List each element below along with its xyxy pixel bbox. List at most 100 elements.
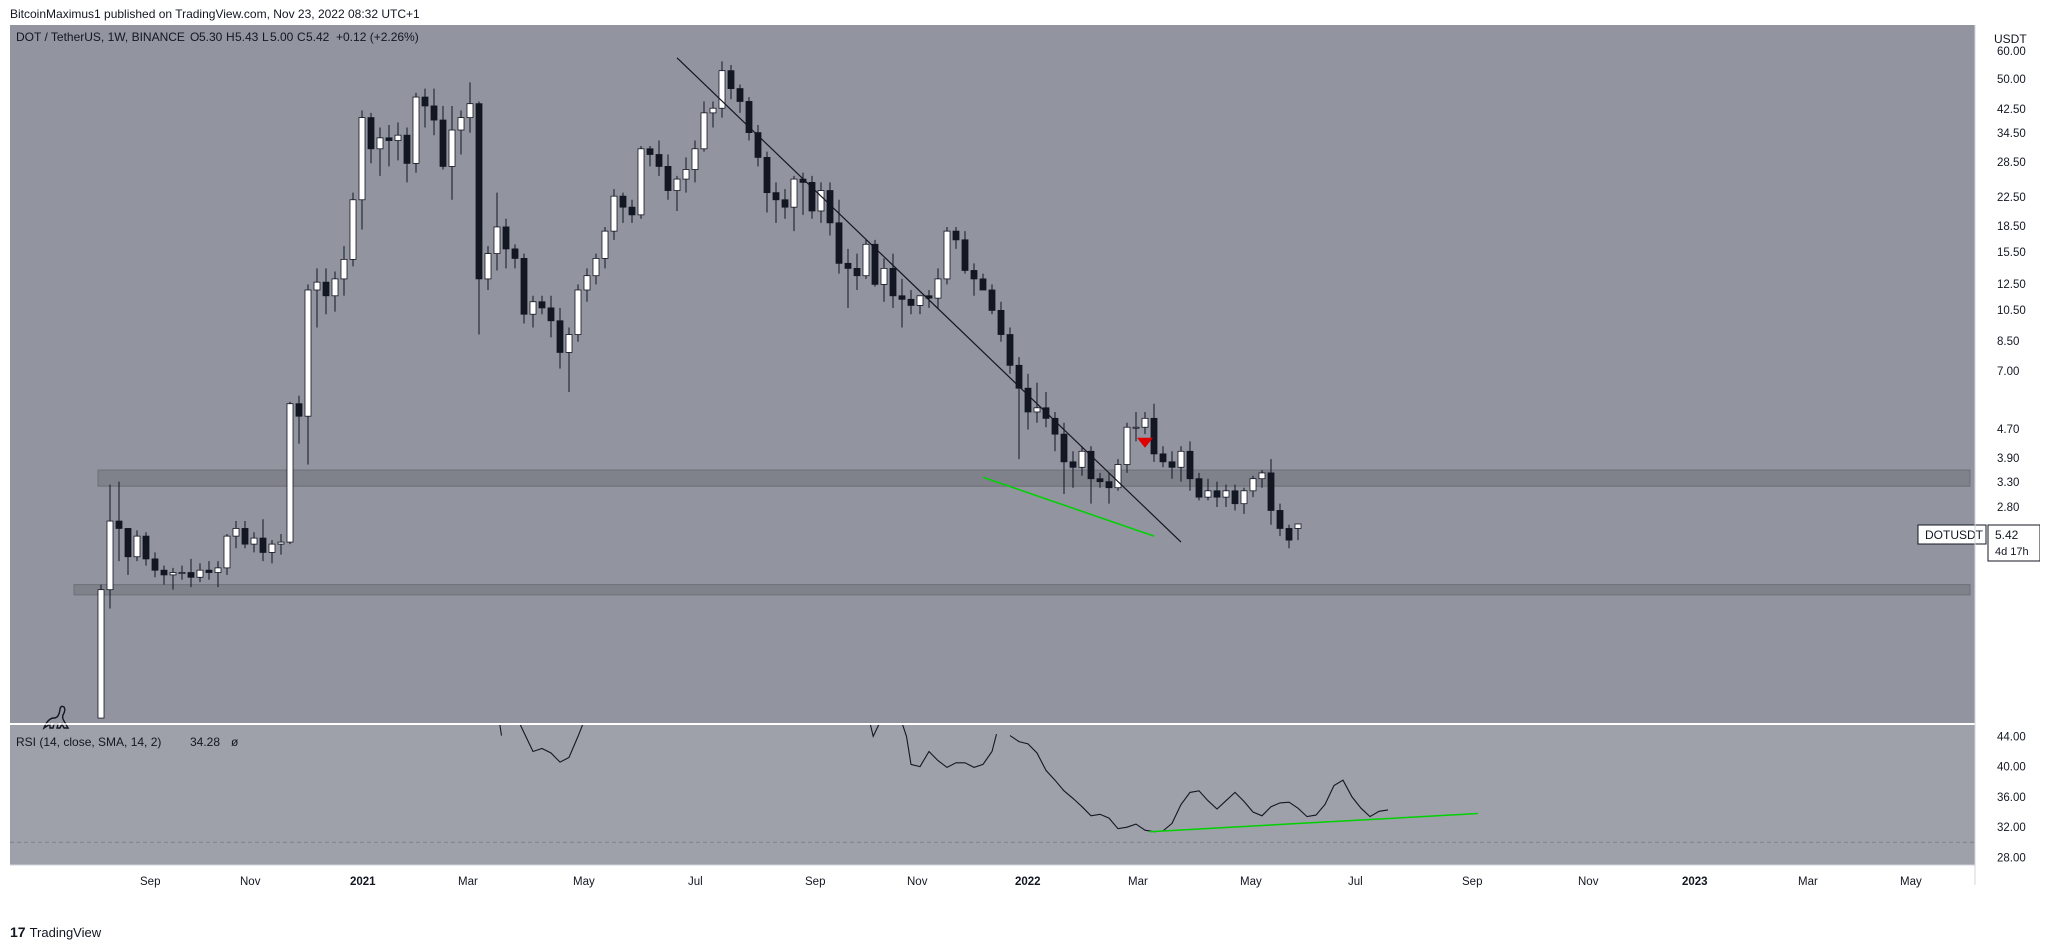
- candle-bull: [1249, 478, 1257, 492]
- candle-bear: [736, 88, 744, 102]
- time-tick-label: Jul: [688, 876, 703, 888]
- symbol-legend[interactable]: DOT / TetherUS, 1W, BINANCE O 5.30 H 5.4…: [16, 30, 419, 44]
- candle-bear: [430, 105, 438, 121]
- candle-bear: [142, 535, 150, 560]
- candle-bear: [619, 195, 627, 208]
- dinosaur-icon[interactable]: [42, 705, 70, 730]
- publisher-header: BitcoinMaximus1 published on TradingView…: [10, 7, 420, 21]
- candle-bull: [331, 278, 339, 297]
- candle-bull: [1033, 407, 1041, 413]
- rsi-tick-label: 40.00: [1997, 762, 2026, 774]
- candle-bear: [961, 239, 969, 271]
- candle-bear: [1195, 478, 1203, 498]
- candle-bull: [286, 403, 294, 543]
- footer-brand[interactable]: 17 TradingView: [10, 924, 101, 940]
- chart-svg[interactable]: 60.00 50.00 42.50 34.50 28.50 22.50 18.50 15.50…: [10, 25, 2041, 920]
- rsi-label[interactable]: RSI (14, close, SMA, 14, 2): [16, 735, 161, 749]
- ohlc-high: 5.43: [235, 30, 259, 44]
- candle-bear: [1231, 490, 1239, 505]
- candle-bear: [160, 569, 168, 576]
- time-tick-label: Sep: [1462, 876, 1482, 888]
- candle-bear: [979, 278, 987, 291]
- ticker-tag-label: DOTUSDT: [1925, 528, 1984, 542]
- candle-bear: [124, 528, 132, 558]
- candles-group: [97, 61, 1302, 719]
- candle-bull: [1078, 450, 1086, 468]
- price-tick-label: 7.00: [1997, 366, 2019, 378]
- candle-bull: [673, 178, 681, 191]
- ohlc-close-label: C: [297, 30, 306, 44]
- candle-bull: [277, 541, 285, 545]
- candle-bull: [718, 70, 726, 109]
- candle-bear: [1285, 528, 1293, 541]
- candle-bear: [1186, 450, 1194, 480]
- current-price-tag: DOTUSDT 5.42 4d 17h: [1917, 524, 2041, 562]
- ohlc-low: 5.00: [270, 30, 294, 44]
- candle-bear: [1213, 490, 1221, 498]
- rsi-tick-label: 32.00: [1997, 822, 2026, 834]
- candle-bear: [502, 226, 510, 250]
- candle-bear: [511, 248, 519, 259]
- ohlc-low-label: L: [262, 30, 269, 44]
- candle-bull: [637, 148, 645, 216]
- candle-bull: [358, 117, 366, 201]
- symbol-name[interactable]: DOT / TetherUS, 1W, BINANCE: [16, 30, 185, 44]
- candle-bear: [205, 569, 213, 573]
- rsi-line: [869, 725, 998, 769]
- candle-bull: [682, 169, 690, 180]
- time-tick-label: 2023: [1682, 876, 1708, 888]
- candle-bull: [790, 178, 798, 208]
- ohlc-high-label: H: [226, 30, 235, 44]
- candle-bear: [115, 520, 123, 529]
- green-support-line: [982, 476, 1155, 537]
- price-tick-label: 60.00: [1997, 46, 2026, 58]
- candle-bull: [601, 230, 609, 259]
- candle-bull: [610, 195, 618, 232]
- candle-countdown: 4d 17h: [1995, 546, 2029, 558]
- candle-bear: [1276, 510, 1284, 529]
- candle-bear: [835, 222, 843, 264]
- descending-trendline: [676, 57, 1182, 543]
- chart-frame[interactable]: 60.00 50.00 42.50 34.50 28.50 22.50 18.50 15.50…: [10, 25, 2041, 920]
- candle-bear: [403, 134, 411, 164]
- candle-bull: [304, 289, 312, 417]
- candle-bear: [547, 307, 555, 322]
- rsi-tick-label: 44.00: [1997, 731, 2026, 743]
- candle-bull: [133, 535, 141, 558]
- current-price-value: 5.42: [1995, 528, 2019, 542]
- rsi-value: 34.28: [190, 735, 220, 749]
- overlay-lines: [676, 57, 1182, 543]
- rsi-green-support-line: [1149, 812, 1479, 833]
- candle-bear: [1024, 387, 1032, 413]
- candle-bull: [448, 129, 456, 167]
- rsi-legend[interactable]: RSI (14, close, SMA, 14, 2) 34.28 ø: [16, 735, 239, 749]
- rsi-line: [499, 725, 584, 763]
- ohlc-change: +0.12 (+2.26%): [336, 30, 419, 44]
- candle-bear: [628, 206, 636, 216]
- candle-bear: [1267, 472, 1275, 511]
- rsi-lines: [10, 725, 1975, 843]
- candle-bear: [259, 537, 267, 553]
- candle-bear: [367, 117, 375, 150]
- candle-bear: [421, 96, 429, 107]
- candle-bear: [970, 270, 978, 280]
- candle-bear: [439, 119, 447, 167]
- candle-bear: [1069, 461, 1077, 468]
- time-tick-label: 2022: [1015, 876, 1041, 888]
- candle-bear: [808, 181, 816, 212]
- price-tick-label: 8.50: [1997, 336, 2019, 348]
- candle-bull: [97, 589, 105, 719]
- candle-bull: [493, 226, 501, 255]
- candle-bear: [826, 190, 834, 224]
- candle-bull: [268, 543, 276, 553]
- candle-bull: [934, 278, 942, 299]
- candle-bear: [988, 289, 996, 311]
- candle-bull: [565, 334, 573, 353]
- price-pane-background: [10, 25, 1975, 723]
- candle-bear: [781, 199, 789, 208]
- candle-bull: [583, 275, 591, 291]
- candle-bull: [1141, 417, 1149, 428]
- tradingview-logo-icon: 17: [10, 924, 26, 940]
- candle-bull: [106, 520, 114, 591]
- candle-bull: [943, 230, 951, 280]
